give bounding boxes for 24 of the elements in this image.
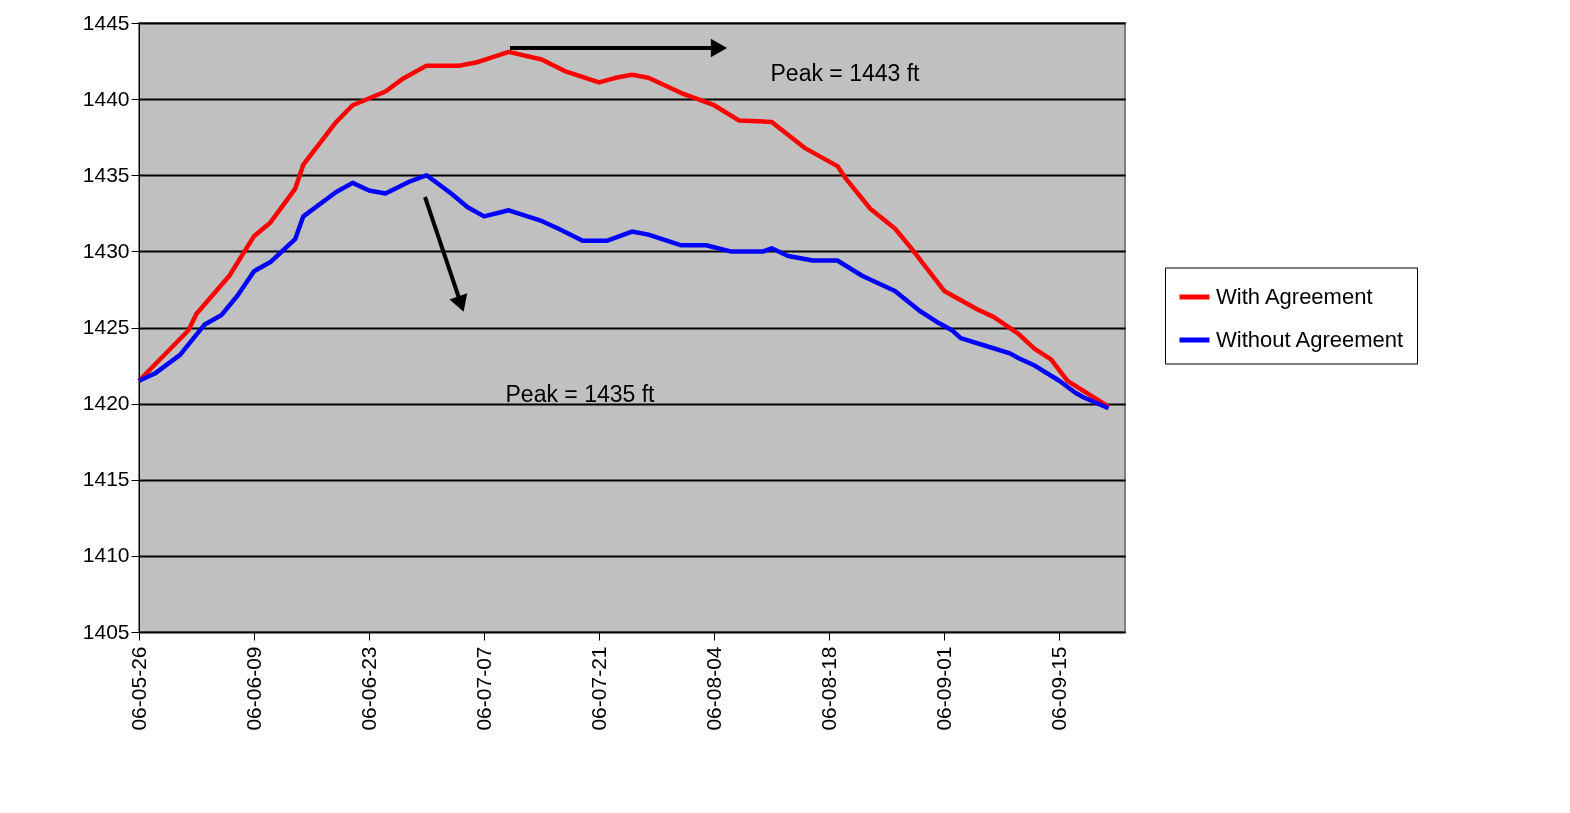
x-tick-label: 06-06-09 — [241, 646, 265, 731]
x-tick-label: 06-08-04 — [701, 646, 725, 731]
y-tick-label: 1420 — [82, 391, 130, 415]
y-tick-label: 1410 — [82, 543, 130, 567]
x-tick-label: 06-08-18 — [816, 646, 840, 731]
y-tick-label: 1435 — [82, 162, 130, 186]
annotation: Peak = 1443 ft — [770, 60, 921, 86]
y-tick-label: 1415 — [82, 467, 130, 491]
x-tick-label: 06-07-21 — [586, 646, 610, 731]
y-tick-label: 1445 — [82, 10, 130, 34]
x-tick-label: 06-05-26 — [126, 646, 150, 731]
y-tick-label: 1425 — [82, 315, 130, 338]
line-series — [136, 173, 1111, 411]
x-tick-label: 06-09-15 — [1046, 646, 1070, 731]
line-series — [136, 49, 1111, 409]
legend-label: With Agreement — [1216, 284, 1373, 309]
x-tick-label: 06-09-01 — [931, 646, 955, 731]
y-tick-label: 1405 — [82, 619, 130, 643]
y-tick-label: 1430 — [82, 238, 130, 262]
annotation: Peak = 1435 ft — [505, 381, 656, 407]
x-tick-label: 06-06-23 — [356, 646, 380, 731]
legend-label: Without Agreement — [1216, 327, 1404, 352]
y-tick-label: 1440 — [82, 86, 130, 110]
x-tick-label: 06-07-07 — [471, 646, 495, 731]
